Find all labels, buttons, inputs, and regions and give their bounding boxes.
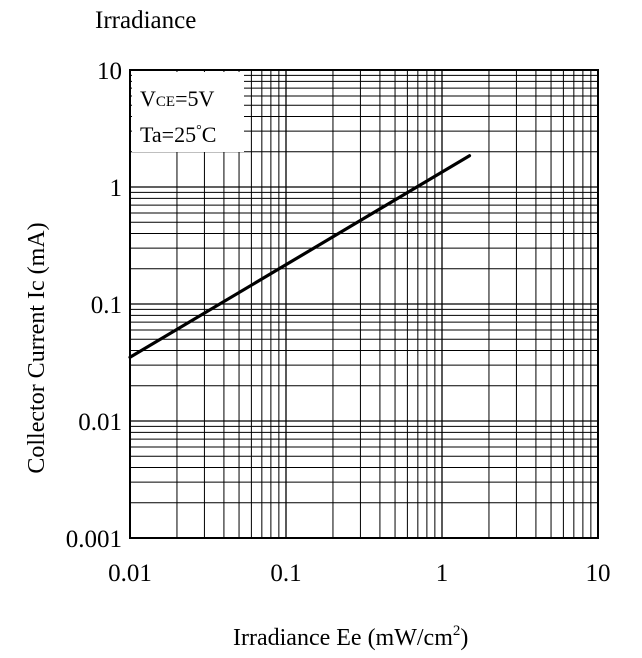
x-axis-label-main: Irradiance Ee (mW/cm xyxy=(233,625,453,651)
x-tick-labels: 0.01 0.1 1 10 xyxy=(108,560,610,587)
condition-annotation: VCE=5V Ta=25°C xyxy=(132,72,244,152)
y-tick-labels: 0.001 0.01 0.1 1 10 xyxy=(66,58,122,553)
ta-unit: C xyxy=(202,122,217,147)
chart-title: Irradiance xyxy=(95,7,196,34)
y-tick-label: 0.1 xyxy=(91,292,122,319)
vce-value: =5V xyxy=(175,86,214,111)
x-tick-label: 1 xyxy=(436,560,449,587)
vce-annotation: VCE=5V xyxy=(140,86,214,111)
ta-main: Ta=25 xyxy=(140,122,196,147)
y-tick-label: 10 xyxy=(97,58,122,85)
series-line xyxy=(128,154,472,359)
plot-frame xyxy=(129,69,599,539)
x-axis-label-tail: ) xyxy=(460,625,468,651)
annotation-background xyxy=(132,72,244,152)
ta-annotation: Ta=25°C xyxy=(140,122,216,147)
y-tick-label: 0.001 xyxy=(66,526,122,553)
y-tick-label: 0.01 xyxy=(78,409,122,436)
vce-sub: CE xyxy=(156,94,175,110)
x-tick-label: 0.1 xyxy=(270,560,301,587)
y-axis-label: Collector Current Ic (mA) xyxy=(24,222,50,473)
vce-main: V xyxy=(140,86,156,111)
x-axis-label: Irradiance Ee (mW/cm2) xyxy=(233,623,468,651)
series-group xyxy=(128,154,472,359)
ta-degree: ° xyxy=(196,123,202,138)
x-tick-label: 0.01 xyxy=(108,560,152,587)
y-tick-label: 1 xyxy=(110,175,123,202)
x-axis-label-sup: 2 xyxy=(453,623,461,639)
x-tick-label: 10 xyxy=(586,560,611,587)
